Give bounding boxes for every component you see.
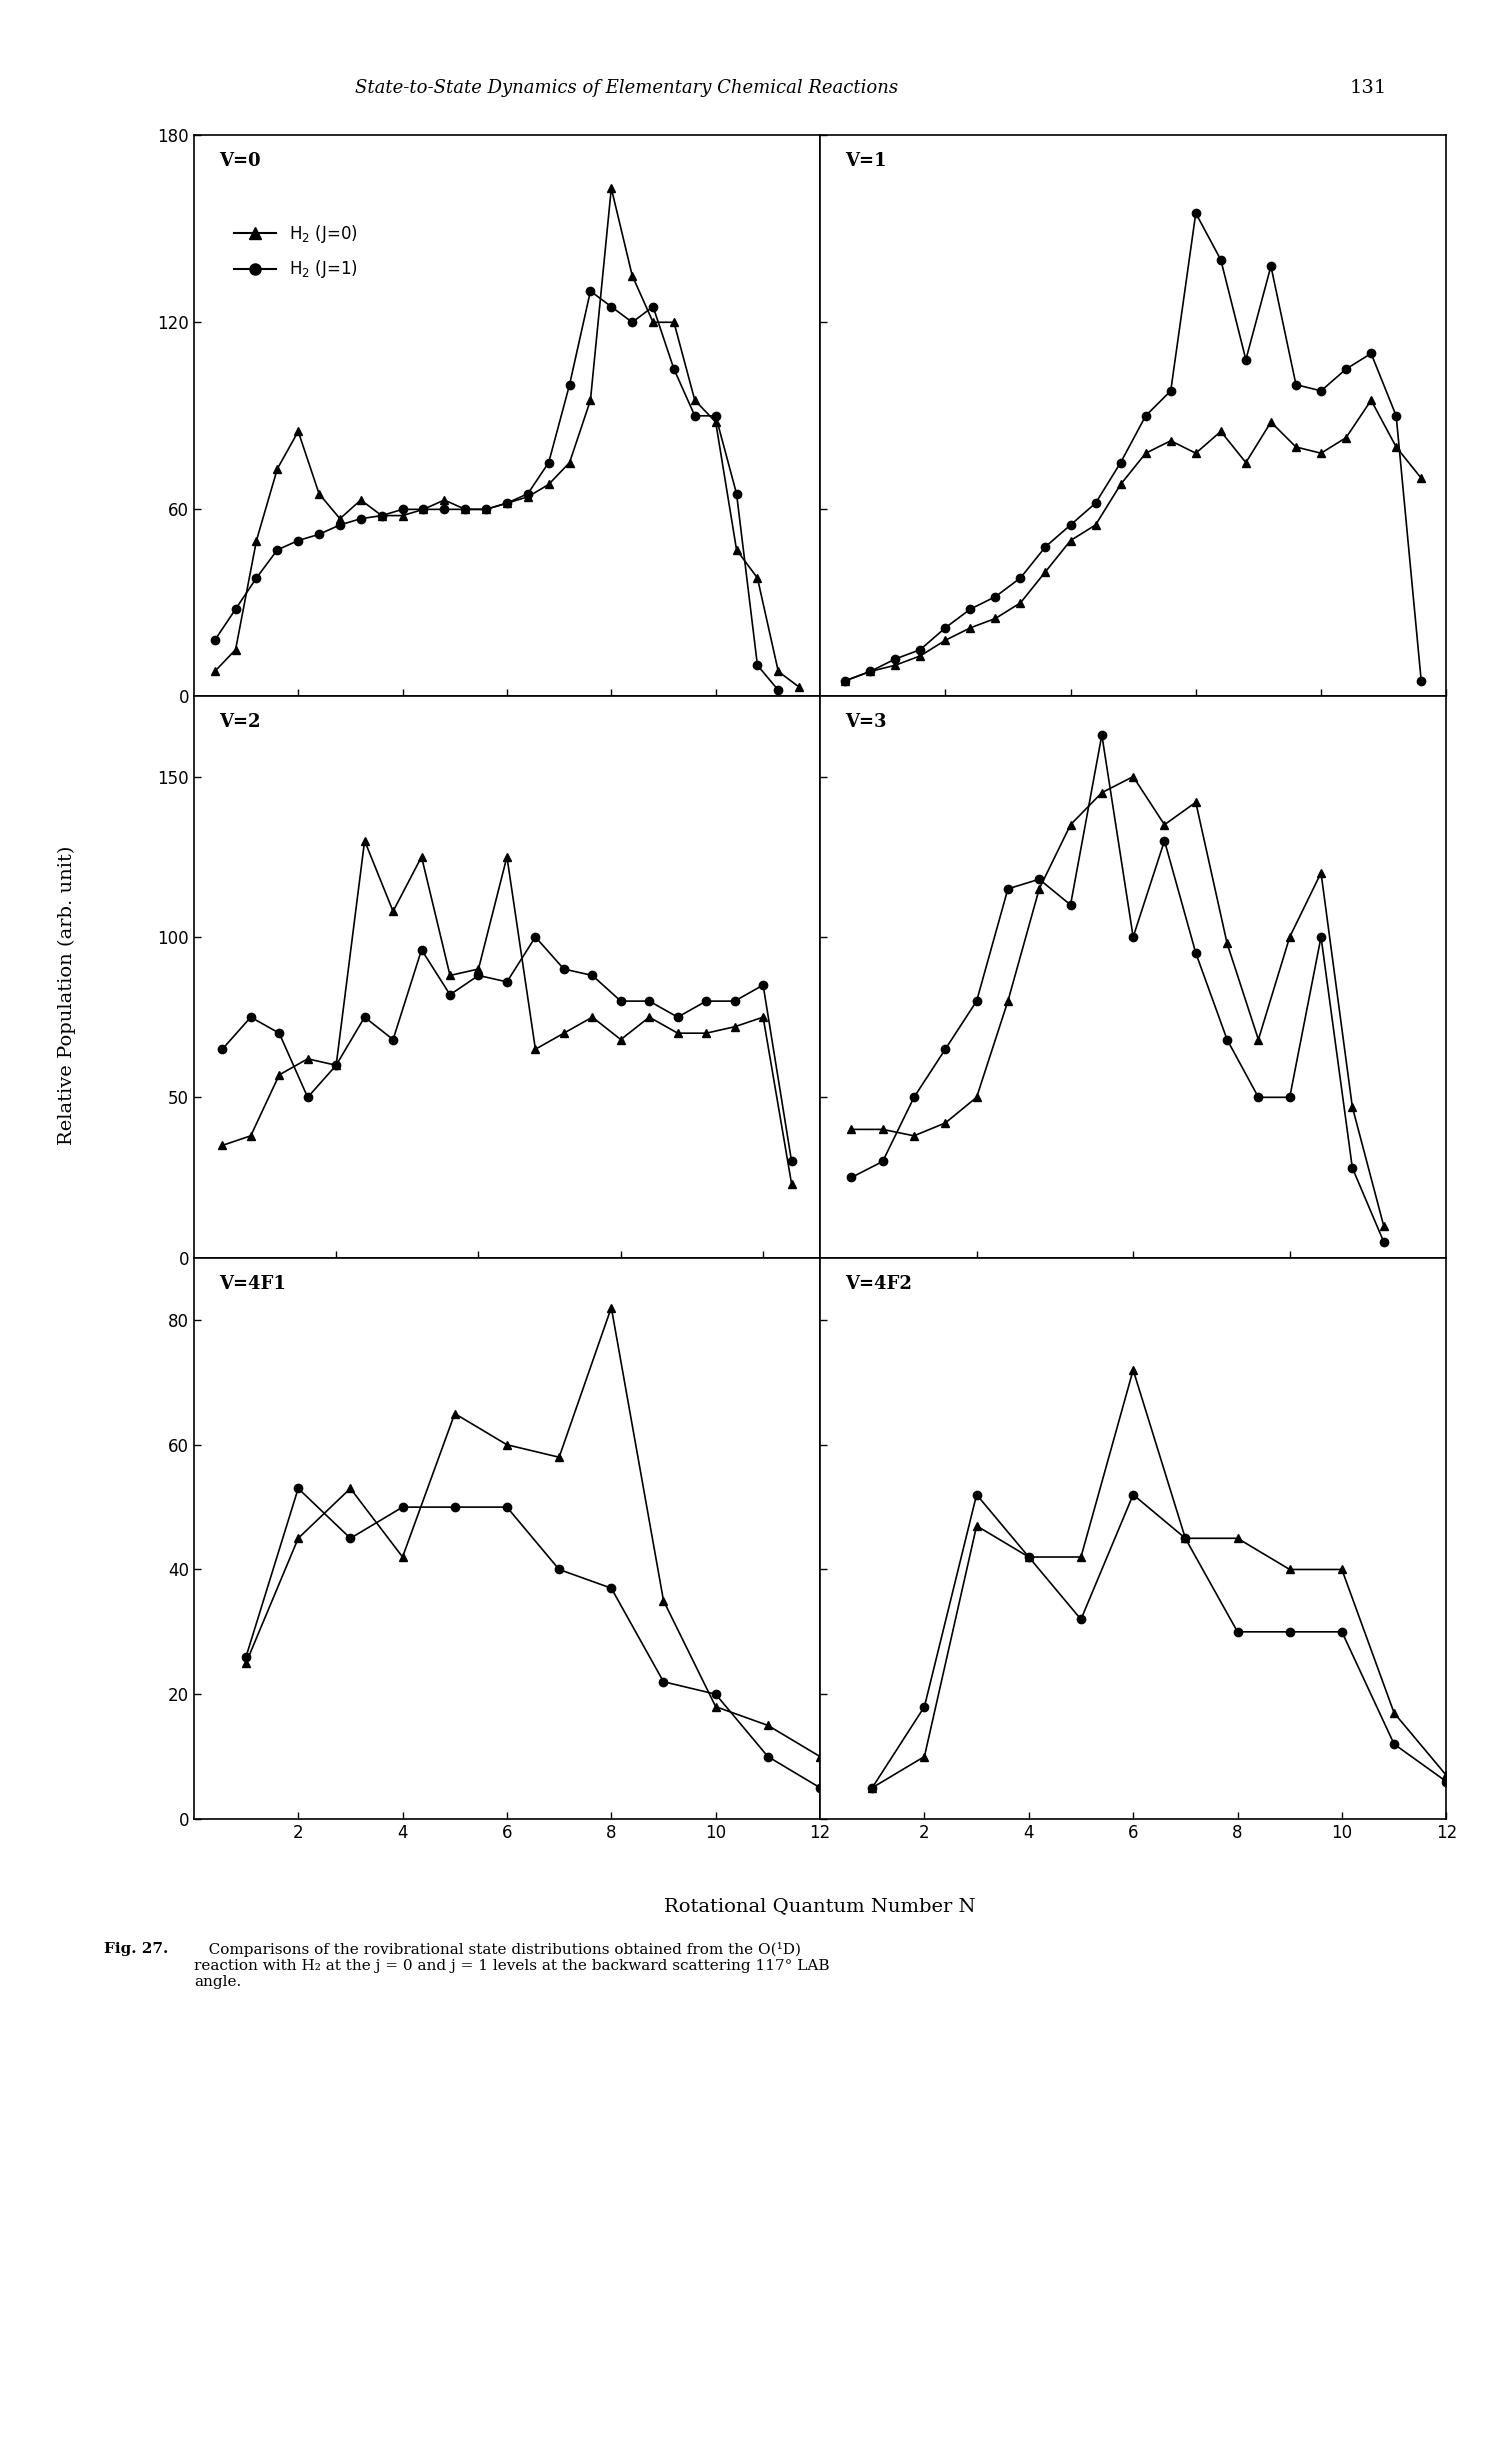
Text: 131: 131: [1349, 79, 1387, 96]
Text: Relative Population (arb. unit): Relative Population (arb. unit): [58, 846, 76, 1145]
Text: V=4F2: V=4F2: [845, 1276, 912, 1293]
Text: V=0: V=0: [219, 152, 261, 170]
Text: Comparisons of the rovibrational state distributions obtained from the O(¹D)
rea: Comparisons of the rovibrational state d…: [194, 1942, 829, 1989]
Legend: H$_2$ (J=0), H$_2$ (J=1): H$_2$ (J=0), H$_2$ (J=1): [227, 216, 364, 288]
Text: V=3: V=3: [845, 713, 887, 732]
Text: Fig. 27.: Fig. 27.: [104, 1942, 168, 1957]
Text: State-to-State Dynamics of Elementary Chemical Reactions: State-to-State Dynamics of Elementary Ch…: [355, 79, 898, 96]
Text: V=1: V=1: [845, 152, 887, 170]
Text: Rotational Quantum Number N: Rotational Quantum Number N: [665, 1898, 975, 1915]
Text: V=2: V=2: [219, 713, 261, 732]
Text: V=4F1: V=4F1: [219, 1276, 286, 1293]
